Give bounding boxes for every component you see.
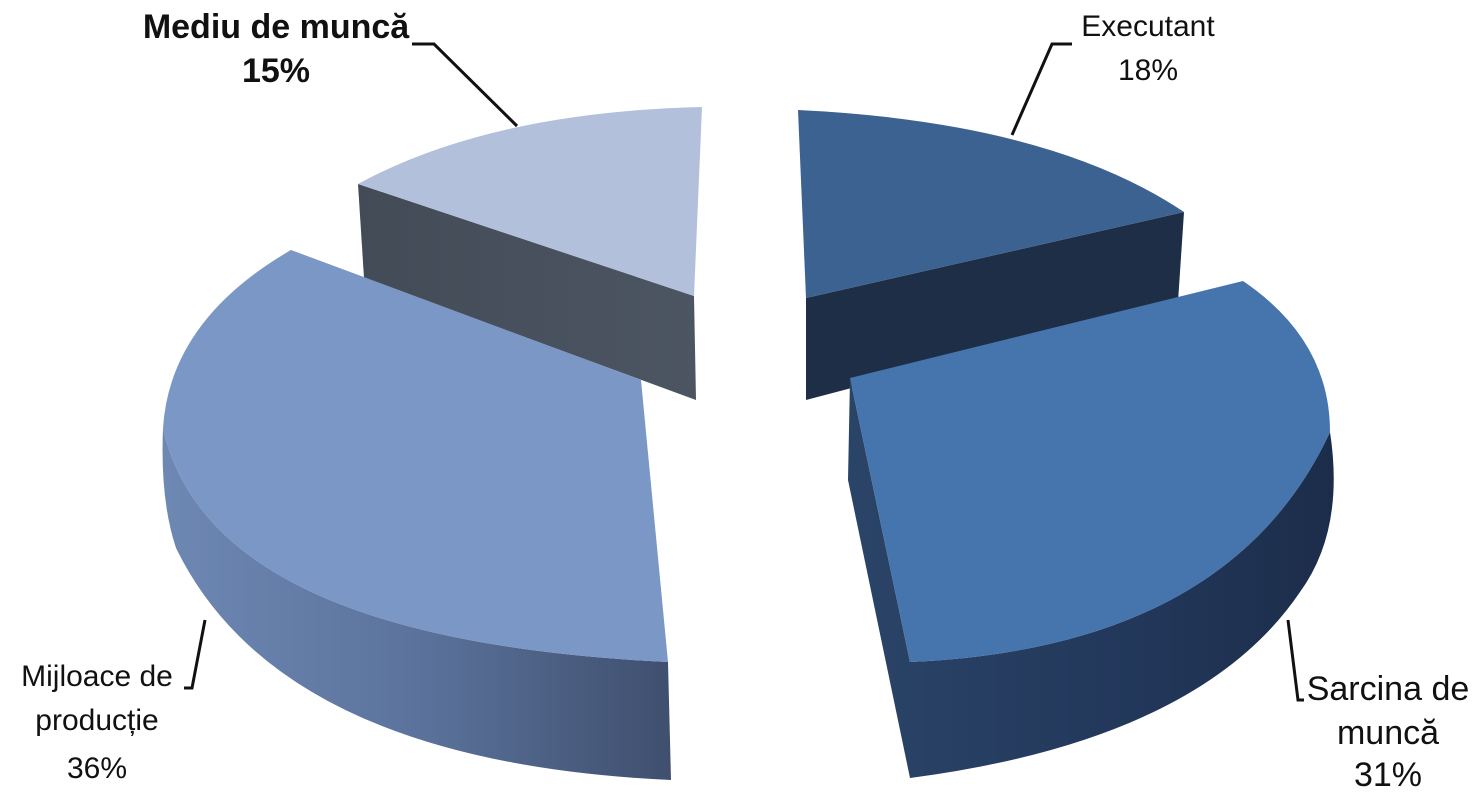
- label-mediu-de-munca-value: 15%: [242, 52, 310, 90]
- slice-sarcina-de-munca-side: [848, 378, 1334, 778]
- label-mijloace-de-productie-line1: Mijloace de: [21, 660, 173, 693]
- slice-mijloace-de-productie: [162, 250, 672, 780]
- slice-mediu-de-munca: [358, 107, 702, 400]
- label-sarcina-de-munca-line2: muncă: [1337, 714, 1439, 752]
- slice-executant: [798, 110, 1184, 400]
- slice-mijloace-de-productie-top: [163, 250, 668, 662]
- leader-line-mediu-de-munca: [412, 42, 519, 128]
- slice-mediu-de-munca-top: [358, 107, 702, 296]
- leader-line-mijloace-de-productie: [184, 619, 207, 690]
- label-mediu-de-munca: Mediu de muncă 15%: [143, 8, 410, 90]
- slice-executant-side: [806, 212, 1184, 400]
- slice-mijloace-de-productie-side: [162, 428, 672, 780]
- label-mijloace-de-productie-value: 36%: [67, 752, 127, 785]
- slice-mediu-de-munca-side: [358, 184, 696, 400]
- label-sarcina-de-munca: Sarcina de muncă 31%: [1307, 670, 1470, 792]
- leader-line-executant: [1010, 42, 1072, 136]
- label-sarcina-de-munca-value: 31%: [1354, 756, 1422, 792]
- slice-executant-top: [798, 110, 1184, 298]
- label-mijloace-de-productie: Mijloace de producție 36%: [21, 660, 173, 785]
- label-mediu-de-munca-name: Mediu de muncă: [143, 8, 410, 46]
- label-sarcina-de-munca-line1: Sarcina de: [1307, 670, 1470, 708]
- label-mijloace-de-productie-line2: producție: [35, 704, 158, 737]
- leader-line-sarcina-de-munca: [1286, 619, 1304, 702]
- label-executant-value: 18%: [1118, 54, 1178, 87]
- slice-sarcina-de-munca-top: [850, 281, 1330, 662]
- slice-sarcina-de-munca: [848, 281, 1334, 778]
- label-executant: Executant 18%: [1081, 10, 1215, 87]
- label-executant-name: Executant: [1081, 10, 1215, 43]
